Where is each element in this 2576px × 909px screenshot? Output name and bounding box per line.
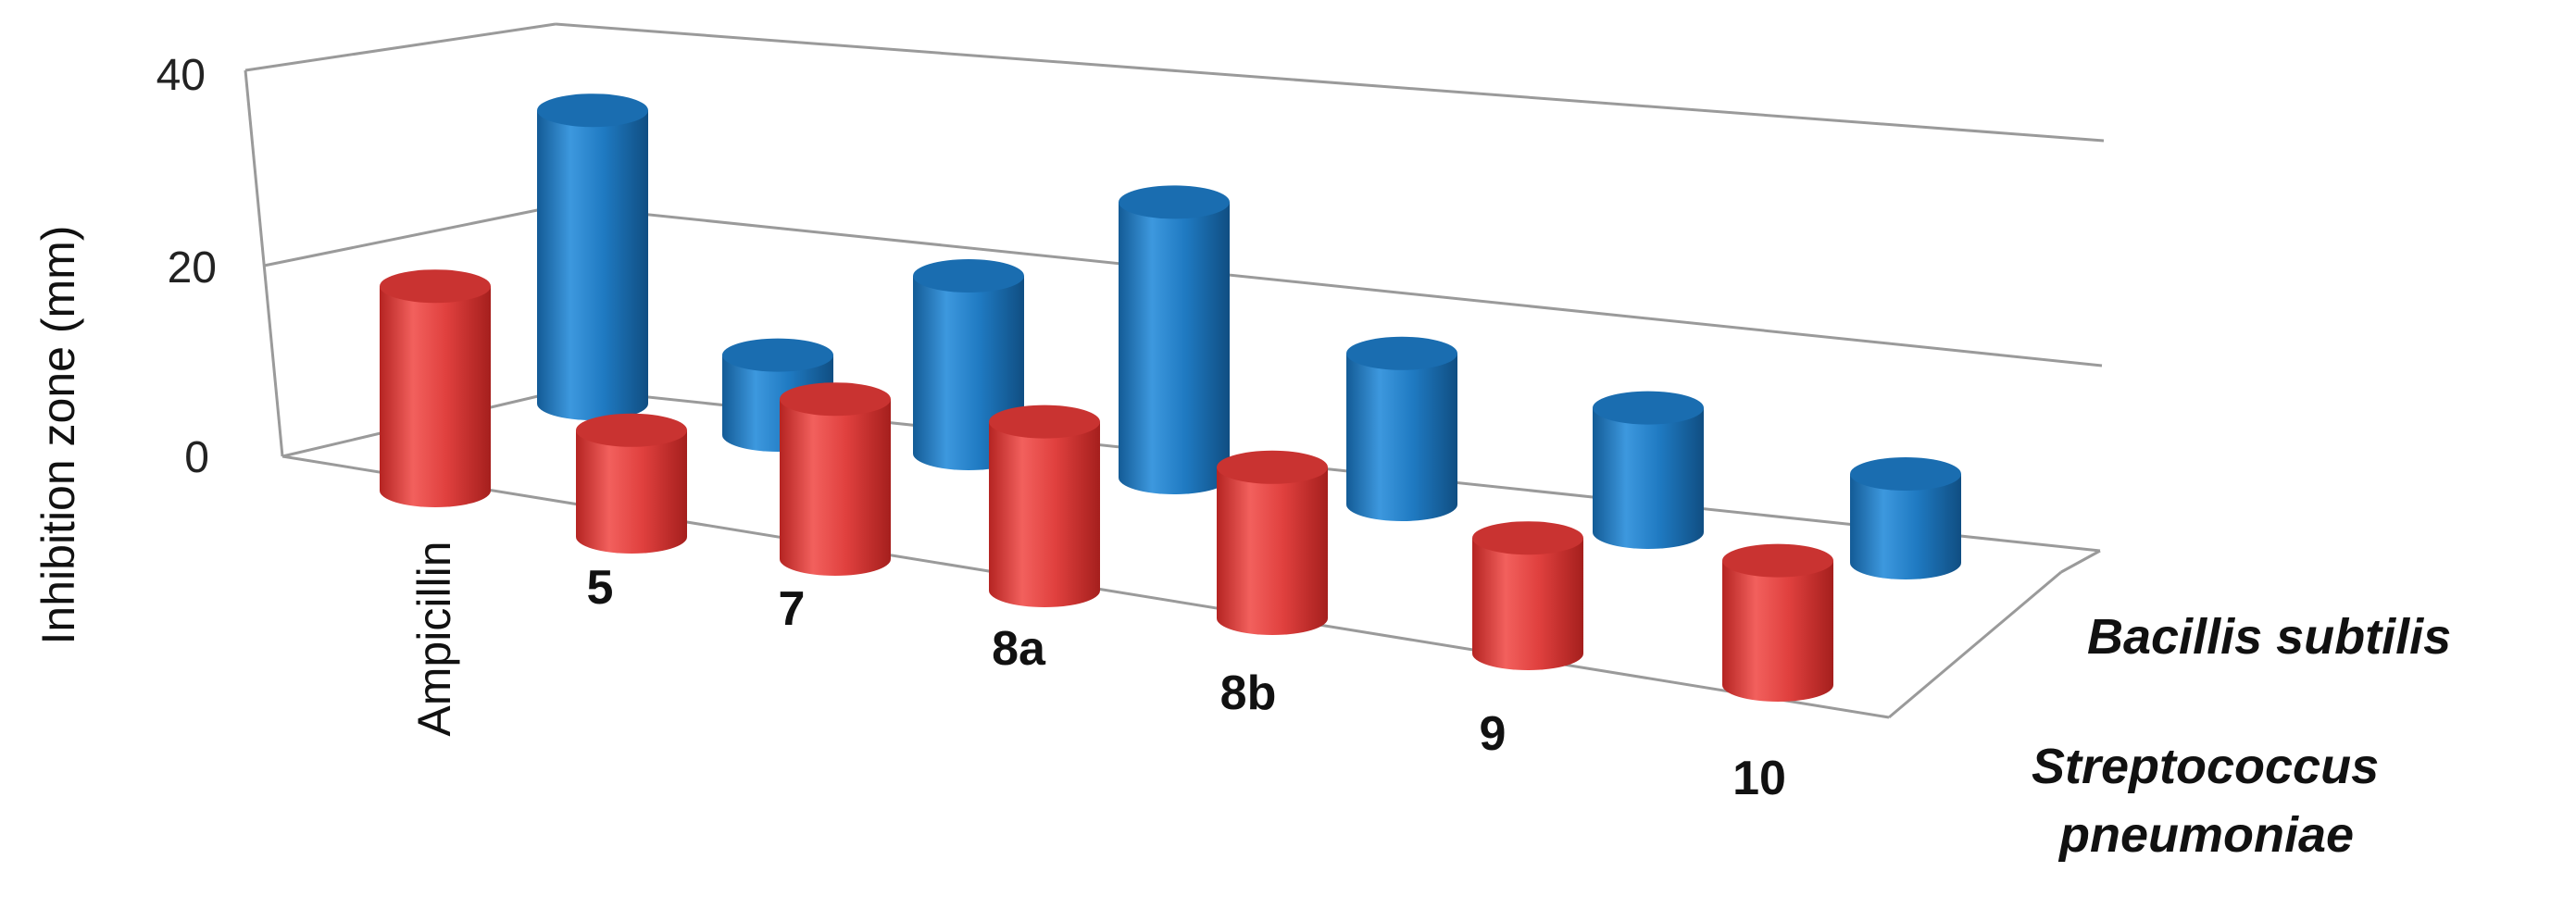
bar-top [1346, 336, 1457, 370]
bar-top [576, 413, 687, 447]
bar-bacillis-Ampicillin [537, 93, 648, 420]
bar-top [1593, 391, 1704, 425]
bar-top [1119, 185, 1230, 219]
bar-top [1850, 457, 1961, 491]
axis-labels: 0 20 40 Inhibition zone (mm) [32, 51, 217, 644]
bar-bacillis-9 [1593, 391, 1704, 549]
bar-streptococcus-8b [1217, 450, 1328, 635]
category-label: 5 [587, 561, 614, 615]
bar-body [1217, 467, 1328, 635]
floor-right-edge-2 [2060, 549, 2101, 574]
bar-top [1217, 450, 1328, 484]
bar-streptococcus-10 [1722, 543, 1833, 702]
bar-body [1472, 538, 1583, 670]
y-tick-label: 20 [168, 243, 217, 293]
series-label-streptococcus-line1: Streptococcus [2032, 739, 2379, 794]
category-label: 10 [1732, 752, 1786, 805]
gridline-40-left [244, 22, 556, 72]
bar-top [537, 93, 648, 128]
bar-body [1850, 474, 1961, 579]
bar-body [1346, 353, 1457, 521]
gridline-40-back [555, 22, 2105, 143]
bar-body [380, 286, 491, 507]
bar-body [1119, 202, 1230, 494]
series-bacillis-bars [537, 93, 1961, 579]
bar-top [989, 405, 1100, 439]
series-labels: Bacillis subtilis Streptococcus pneumoni… [2032, 609, 2451, 863]
series-streptococcus-bars [380, 269, 1833, 702]
series-label-streptococcus-line2: pneumoniae [2057, 807, 2354, 863]
series-label-bacillis: Bacillis subtilis [2087, 609, 2451, 665]
category-labels: Ampicillin 5 7 8a 8b 9 10 [408, 541, 1786, 805]
category-label: 7 [779, 582, 806, 636]
bar-body [780, 399, 891, 576]
bar-top [1722, 543, 1833, 578]
bar-bacillis-8a [1119, 185, 1230, 494]
bar-streptococcus-7 [780, 382, 891, 576]
bar-body [1593, 407, 1704, 549]
category-label: 8a [992, 622, 1046, 676]
y-tick-label: 0 [184, 433, 209, 482]
bar-body [576, 430, 687, 554]
bar-body [1722, 560, 1833, 702]
floor-right-edge [1888, 570, 2062, 719]
bar-top [722, 338, 833, 372]
bar-bacillis-8b [1346, 336, 1457, 521]
y-tick-label: 40 [156, 51, 206, 100]
bar-top [1472, 521, 1583, 555]
gridline-20-left [263, 204, 561, 268]
series-label-streptococcus: Streptococcus pneumoniae [2032, 739, 2393, 863]
bar-body [537, 110, 648, 420]
category-label: Ampicillin [408, 541, 460, 736]
bar-bacillis-10 [1850, 457, 1961, 579]
bar-streptococcus-Ampicillin [380, 269, 491, 507]
bar-top [380, 269, 491, 304]
bar-streptococcus-9 [1472, 521, 1583, 670]
gridline-20-back [559, 204, 2103, 367]
bar-streptococcus-8a [989, 405, 1100, 607]
left-wall-edge [244, 69, 284, 457]
category-label: 9 [1480, 707, 1507, 761]
bar-streptococcus-5 [576, 413, 687, 554]
bar-top [913, 259, 1024, 293]
category-label: 8b [1220, 666, 1277, 720]
bar-body [989, 421, 1100, 607]
bar-top [780, 382, 891, 417]
y-axis-title: Inhibition zone (mm) [32, 226, 84, 645]
